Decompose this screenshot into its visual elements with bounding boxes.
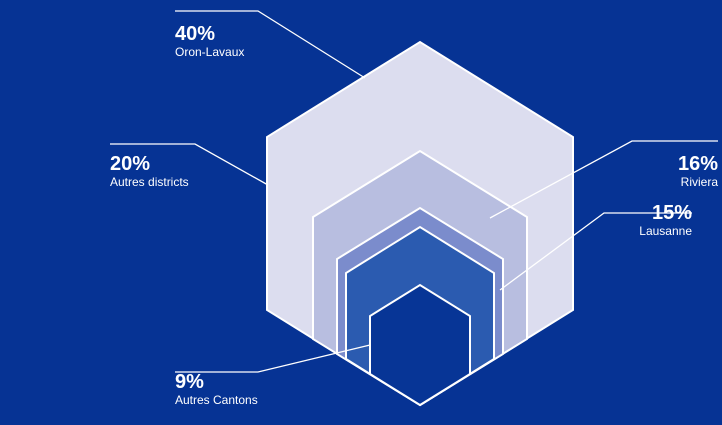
leader-line	[110, 143, 269, 186]
value-label: 20%	[110, 153, 150, 175]
leader-line	[175, 344, 371, 373]
category-label: Oron-Lavaux	[175, 45, 244, 59]
hexagon-autres-cantons	[369, 283, 471, 407]
chart-labels: 40%Oron-Lavaux 20%Autres districts 16%Rivi…	[110, 23, 718, 407]
category-label: Riviera	[681, 175, 719, 189]
hexagon-layers	[266, 40, 574, 407]
leader-line	[499, 212, 692, 291]
leader-line	[175, 10, 366, 79]
category-label: Autres districts	[110, 175, 189, 189]
category-label: Autres Cantons	[175, 393, 258, 407]
leader-lines	[110, 10, 718, 373]
value-label: 16%	[678, 153, 718, 175]
category-label: Lausanne	[639, 224, 692, 238]
leader-line	[489, 140, 718, 219]
value-label: 40%	[175, 23, 215, 45]
value-label: 9%	[175, 371, 204, 393]
value-label: 15%	[652, 202, 692, 224]
